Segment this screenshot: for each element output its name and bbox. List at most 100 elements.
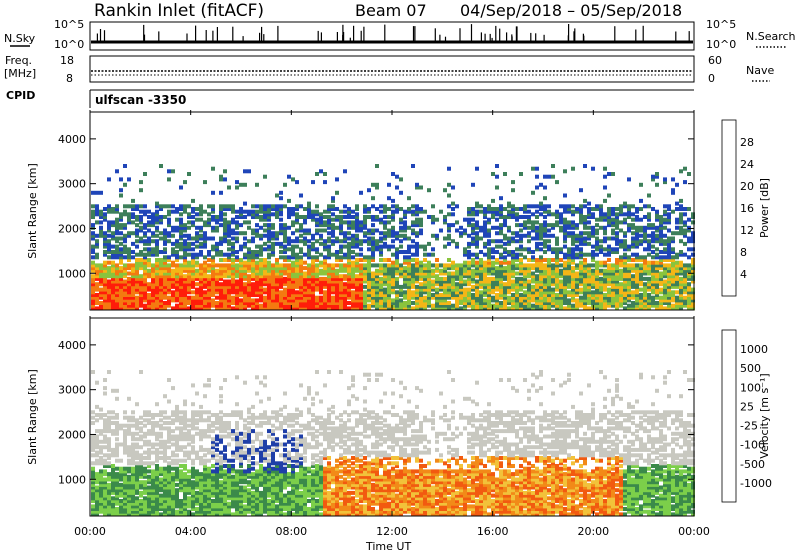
range-cell (355, 252, 359, 257)
range-cell (239, 303, 243, 308)
range-cell (487, 298, 491, 303)
range-cell (199, 228, 203, 233)
range-cell (411, 263, 415, 268)
range-cell (171, 295, 175, 300)
range-cell (119, 507, 123, 511)
range-cell (271, 298, 275, 303)
range-cell (619, 204, 623, 209)
range-cell (123, 469, 127, 474)
range-cell (99, 450, 103, 455)
range-cell (679, 271, 683, 276)
range-cell (183, 303, 187, 308)
range-cell (483, 220, 487, 225)
range-cell (579, 268, 583, 273)
range-cell (547, 271, 551, 276)
range-cell (679, 279, 683, 284)
range-cell (155, 501, 159, 506)
range-cell (327, 247, 331, 252)
range-cell (115, 239, 119, 244)
range-cell (331, 223, 335, 228)
range-cell (495, 276, 499, 281)
range-cell (271, 223, 275, 228)
range-cell (259, 207, 263, 211)
range-cell (375, 239, 379, 244)
range-cell (375, 241, 379, 246)
range-cell (499, 290, 503, 295)
range-cell (659, 225, 663, 230)
range-cell (115, 447, 119, 452)
range-cell (331, 271, 335, 276)
range-cell (199, 306, 203, 311)
range-cell (407, 282, 411, 287)
range-cell (103, 512, 107, 517)
range-cell (367, 207, 371, 211)
range-cell (127, 474, 131, 479)
range-cell (135, 496, 139, 501)
range-cell (491, 276, 495, 281)
range-cell (255, 290, 259, 295)
range-cell (675, 263, 679, 268)
range-cell (567, 271, 571, 276)
range-cell (99, 488, 103, 493)
range-cell (363, 225, 367, 230)
range-cell (427, 298, 431, 303)
range-cell (571, 284, 575, 289)
range-cell (331, 301, 335, 305)
range-cell (287, 290, 291, 295)
range-cell (683, 268, 687, 273)
range-cell (283, 263, 287, 268)
range-cell (399, 228, 403, 233)
range-cell (159, 496, 163, 501)
range-cell (359, 271, 363, 276)
range-cell (507, 298, 511, 303)
range-cell (475, 225, 479, 230)
range-cell (283, 287, 287, 292)
range-cell (327, 252, 331, 257)
range-cell (115, 437, 119, 442)
range-cell (335, 177, 339, 182)
range-cell (243, 290, 247, 295)
range-cell (667, 220, 671, 225)
range-cell (359, 306, 363, 311)
range-cell (679, 225, 683, 230)
range-cell (179, 301, 183, 305)
range-cell (375, 164, 379, 168)
range-cell (423, 274, 427, 279)
range-cell (287, 258, 291, 262)
range-cell (219, 223, 223, 228)
range-cell (623, 212, 627, 217)
range-cell (167, 431, 171, 436)
range-cell (271, 236, 275, 241)
range-cell (563, 263, 567, 268)
range-cell (671, 266, 675, 271)
range-cell (131, 284, 135, 289)
range-cell (463, 306, 467, 311)
range-cell (263, 207, 267, 211)
range-cell (551, 274, 555, 279)
range-cell (323, 244, 327, 249)
range-cell (675, 301, 679, 305)
range-cell (147, 282, 151, 287)
range-cell (259, 215, 263, 219)
range-cell (555, 212, 559, 217)
range-cell (191, 306, 195, 311)
range-cell (99, 413, 103, 417)
range-cell (279, 209, 283, 214)
range-cell (259, 290, 263, 295)
range-cell (391, 252, 395, 257)
range-cell (279, 306, 283, 311)
range-cell (159, 250, 163, 254)
range-cell (459, 293, 463, 297)
range-cell (191, 295, 195, 300)
range-cell (151, 263, 155, 268)
range-cell (139, 188, 143, 193)
range-cell (547, 239, 551, 244)
range-cell (115, 482, 119, 487)
range-cell (163, 426, 167, 431)
range-cell (487, 252, 491, 257)
range-cell (475, 212, 479, 217)
range-cell (271, 268, 275, 273)
range-cell (143, 469, 147, 474)
range-cell (135, 488, 139, 493)
range-cell (115, 453, 119, 458)
